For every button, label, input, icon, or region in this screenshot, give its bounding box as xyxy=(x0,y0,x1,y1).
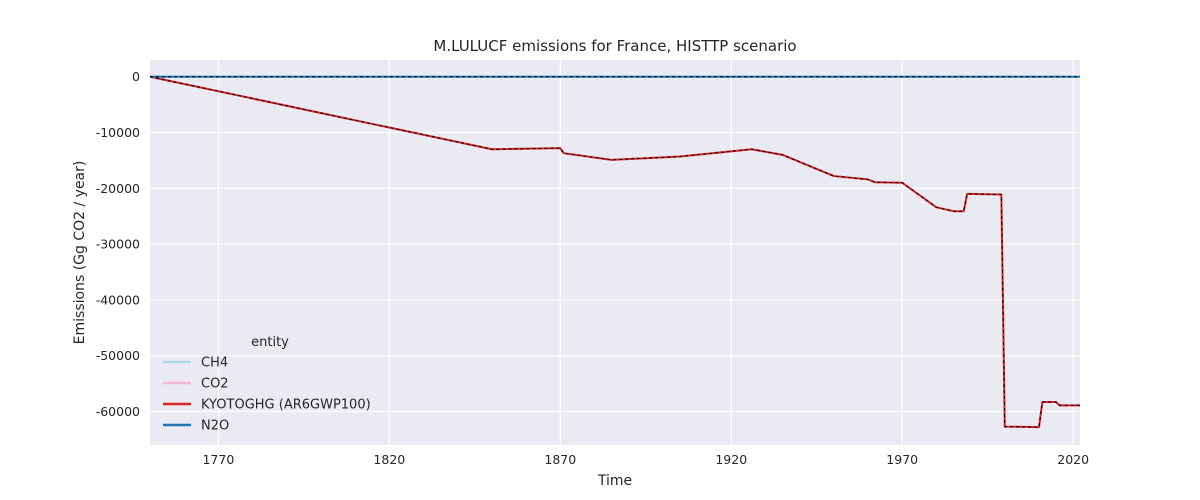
tick-labels: 1770 1820 1870 1920 1970 2020 0 -10000 -20000 -30… xyxy=(96,69,1089,467)
series-dashed-overlay xyxy=(149,76,1080,428)
x-tick-label: 1820 xyxy=(373,452,405,467)
y-tick-label: -10000 xyxy=(96,125,140,140)
x-axis-label: Time xyxy=(597,473,632,489)
legend-title: entity xyxy=(251,335,289,350)
series-lines xyxy=(149,75,1080,429)
y-tick-label: 0 xyxy=(132,69,140,84)
chart-title: M.LULUCF emissions for France, HISTTP sc… xyxy=(433,37,796,55)
legend-label: N2O xyxy=(201,419,229,434)
y-tick-label: -60000 xyxy=(96,404,140,419)
legend: entity CH4 CO2 KYOTOGHG (AR6GWP100) N2O xyxy=(163,335,371,434)
legend-label: KYOTOGHG (AR6GWP100) xyxy=(201,398,371,413)
x-tick-label: 1870 xyxy=(544,452,576,467)
y-tick-label: -40000 xyxy=(96,292,140,307)
x-tick-label: 2020 xyxy=(1057,452,1089,467)
plot-area xyxy=(150,60,1080,445)
x-tick-label: 1970 xyxy=(886,452,918,467)
legend-label: CO2 xyxy=(201,377,229,392)
y-tick-label: -20000 xyxy=(96,181,140,196)
legend-label: CH4 xyxy=(201,356,228,371)
y-tick-label: -30000 xyxy=(96,237,140,252)
y-axis-label: Emissions (Gg CO2 / year) xyxy=(72,161,88,345)
x-tick-label: 1770 xyxy=(202,452,234,467)
x-tick-label: 1920 xyxy=(715,452,747,467)
y-tick-label: -50000 xyxy=(96,348,140,363)
